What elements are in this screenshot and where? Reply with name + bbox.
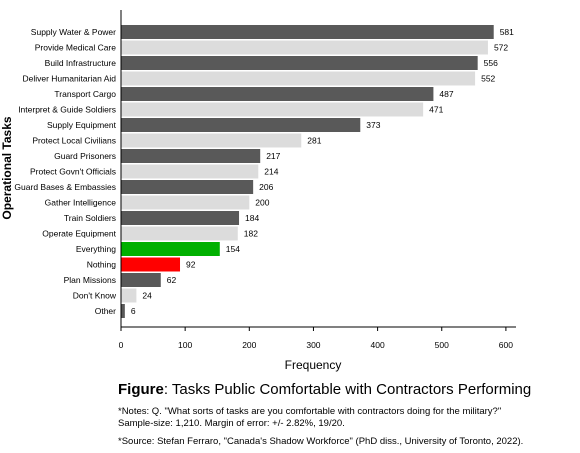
bar-chart: Supply Water & Power Provide Medical Care… bbox=[0, 10, 516, 372]
figure-caption: Figure: Tasks Public Comfortable with Co… bbox=[118, 381, 531, 398]
category-label: Supply Water & Power bbox=[31, 27, 116, 37]
bar bbox=[121, 71, 476, 86]
bar bbox=[121, 102, 424, 117]
bars-group bbox=[121, 25, 494, 318]
category-label: Protect Local Civilians bbox=[32, 136, 116, 146]
bar bbox=[121, 211, 240, 225]
category-label: Nothing bbox=[87, 260, 117, 270]
value-label: 24 bbox=[142, 291, 152, 301]
x-tick-label: 200 bbox=[242, 340, 256, 350]
value-label: 281 bbox=[307, 136, 321, 146]
value-label: 214 bbox=[264, 167, 278, 177]
caption-label: Figure bbox=[118, 381, 164, 398]
value-label: 6 bbox=[131, 306, 136, 316]
value-label: 487 bbox=[439, 89, 453, 99]
bar bbox=[121, 288, 137, 303]
value-label: 184 bbox=[245, 213, 259, 223]
category-label: Provide Medical Care bbox=[35, 43, 117, 53]
notes-line-2: Sample-size: 1,210. Margin of error: +/-… bbox=[118, 418, 345, 429]
x-tick-label: 600 bbox=[499, 340, 513, 350]
bar bbox=[121, 226, 238, 241]
bar bbox=[121, 273, 161, 287]
category-label: Protect Govn't Officials bbox=[30, 167, 116, 177]
value-label: 471 bbox=[429, 105, 443, 115]
bar bbox=[121, 56, 478, 70]
value-label: 581 bbox=[500, 27, 514, 37]
bar bbox=[121, 133, 302, 148]
value-label: 556 bbox=[484, 58, 498, 68]
bar bbox=[121, 25, 494, 39]
bar bbox=[121, 118, 361, 132]
x-tick-label: 500 bbox=[435, 340, 449, 350]
bar bbox=[121, 164, 259, 179]
value-label: 572 bbox=[494, 43, 508, 53]
value-label: 182 bbox=[244, 229, 258, 239]
x-axis-ticks: 0 100 200 300 400 500 600 bbox=[119, 327, 513, 350]
category-labels: Supply Water & Power Provide Medical Care… bbox=[14, 27, 116, 316]
value-label: 373 bbox=[366, 120, 380, 130]
category-label: Gather Intelligence bbox=[45, 198, 117, 208]
value-label: 552 bbox=[481, 74, 495, 84]
category-label: Interpret & Guide Soldiers bbox=[18, 105, 116, 115]
category-label: Build Infrastructure bbox=[45, 58, 117, 68]
x-tick-label: 400 bbox=[371, 340, 385, 350]
bar bbox=[121, 257, 181, 272]
category-label: Don't Know bbox=[73, 291, 117, 301]
category-label: Deliver Humanitarian Aid bbox=[22, 74, 116, 84]
category-label: Plan Missions bbox=[64, 275, 116, 285]
x-tick-label: 300 bbox=[306, 340, 320, 350]
value-label: 92 bbox=[186, 260, 196, 270]
value-label: 206 bbox=[259, 182, 273, 192]
bar bbox=[121, 195, 250, 210]
x-axis-title: Frequency bbox=[285, 358, 342, 372]
notes-line-1: *Notes: Q. "What sorts of tasks are you … bbox=[118, 406, 502, 417]
caption-text: : Tasks Public Comfortable with Contract… bbox=[163, 381, 532, 398]
category-label: Transport Cargo bbox=[54, 89, 116, 99]
x-tick-label: 100 bbox=[178, 340, 192, 350]
bar bbox=[121, 304, 125, 318]
source-note: *Source: Stefan Ferraro, "Canada's Shado… bbox=[118, 436, 524, 447]
value-labels: 581 572 556 552 487 471 373 281 217 214 206 200 184 1… bbox=[131, 27, 514, 316]
value-label: 217 bbox=[266, 151, 280, 161]
x-tick-label: 0 bbox=[119, 340, 124, 350]
value-label: 200 bbox=[255, 198, 269, 208]
category-label: Guard Prisoners bbox=[54, 151, 116, 161]
bar bbox=[121, 242, 220, 256]
category-label: Guard Bases & Embassies bbox=[14, 182, 116, 192]
category-label: Supply Equipment bbox=[47, 120, 117, 130]
bar bbox=[121, 180, 254, 194]
value-label: 62 bbox=[167, 275, 177, 285]
category-label: Train Soldiers bbox=[64, 213, 116, 223]
category-label: Other bbox=[95, 306, 116, 316]
y-axis-title: Operational Tasks bbox=[0, 116, 14, 219]
bar bbox=[121, 149, 261, 163]
bar bbox=[121, 40, 488, 55]
bar bbox=[121, 87, 434, 101]
category-label: Everything bbox=[76, 244, 116, 254]
value-label: 154 bbox=[226, 244, 240, 254]
category-label: Operate Equipment bbox=[42, 229, 116, 239]
